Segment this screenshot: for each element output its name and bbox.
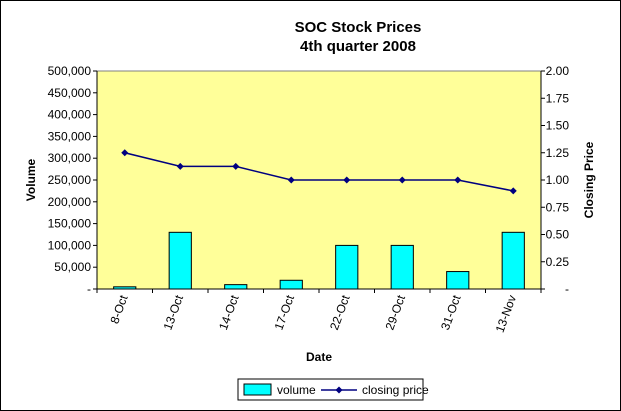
y-left-tick-label: 100,000 <box>48 238 92 252</box>
closing-price-point <box>287 176 295 184</box>
y-left-tick-label: 350,000 <box>48 129 92 143</box>
closing-price-point <box>121 149 129 157</box>
legend-swatch-volume <box>243 383 272 396</box>
y-right-tick-label: 1.25 <box>546 146 570 160</box>
legend-label-price: closing price <box>362 383 429 397</box>
y-left-tick-label: 150,000 <box>48 217 92 231</box>
y-right-tick-label: 0.50 <box>546 228 570 242</box>
legend-marker-price <box>335 386 343 394</box>
closing-price-point <box>509 187 517 195</box>
volume-bar <box>390 244 414 290</box>
y-left-tick-label: - <box>87 282 91 296</box>
volume-bar <box>501 231 525 290</box>
y-right-tick-label: 0.75 <box>546 200 570 214</box>
x-tick-label: 22-Oct <box>327 293 353 332</box>
x-tick-label: 13-Oct <box>161 293 187 332</box>
bars-layer <box>113 231 525 290</box>
y-left-tick-label: 50,000 <box>54 260 91 274</box>
y-right-tick-label: 0.25 <box>546 255 570 269</box>
y-axis-right-label: Closing Price <box>582 141 596 218</box>
closing-price-point <box>398 176 406 184</box>
x-tick-label: 8-Oct <box>107 293 130 326</box>
y-axis-left-label: Volume <box>24 158 38 201</box>
x-tick-label: 29-Oct <box>383 293 409 332</box>
y-right-tick-label: 1.50 <box>546 119 570 133</box>
volume-bar <box>446 271 470 290</box>
legend-label-volume: volume <box>277 383 316 397</box>
volume-bar <box>168 231 192 290</box>
closing-price-point <box>232 162 240 170</box>
x-tick-label: 14-Oct <box>216 293 242 332</box>
chart-subtitle: 4th quarter 2008 <box>300 38 416 55</box>
y-left-tick-label: 250,000 <box>48 173 92 187</box>
volume-bar <box>279 279 303 290</box>
y-left-tick-label: 500,000 <box>48 64 92 78</box>
volume-bar <box>335 244 359 290</box>
closing-price-line <box>124 152 514 192</box>
y-left-tick-label: 400,000 <box>48 108 92 122</box>
x-tick-label: 13-Nov <box>493 293 519 334</box>
x-tick-label: 31-Oct <box>438 293 464 332</box>
line-layer <box>121 149 517 195</box>
legend: volume closing price <box>237 378 429 401</box>
closing-price-point <box>343 176 351 184</box>
y-right-tick-label: 2.00 <box>546 64 570 78</box>
x-tick-label: 17-Oct <box>272 293 298 332</box>
closing-price-point <box>176 162 184 170</box>
chart-title: SOC Stock Prices <box>295 19 422 36</box>
y-right-tick-label: - <box>565 282 569 296</box>
volume-bar <box>224 284 248 290</box>
y-right-tick-label: 1.75 <box>546 91 570 105</box>
x-axis-label: Date <box>306 350 332 364</box>
closing-price-point <box>454 176 462 184</box>
y-left-tick-label: 300,000 <box>48 151 92 165</box>
y-left-tick-label: 450,000 <box>48 86 92 100</box>
y-left-tick-label: 200,000 <box>48 195 92 209</box>
y-right-tick-label: 1.00 <box>546 173 570 187</box>
